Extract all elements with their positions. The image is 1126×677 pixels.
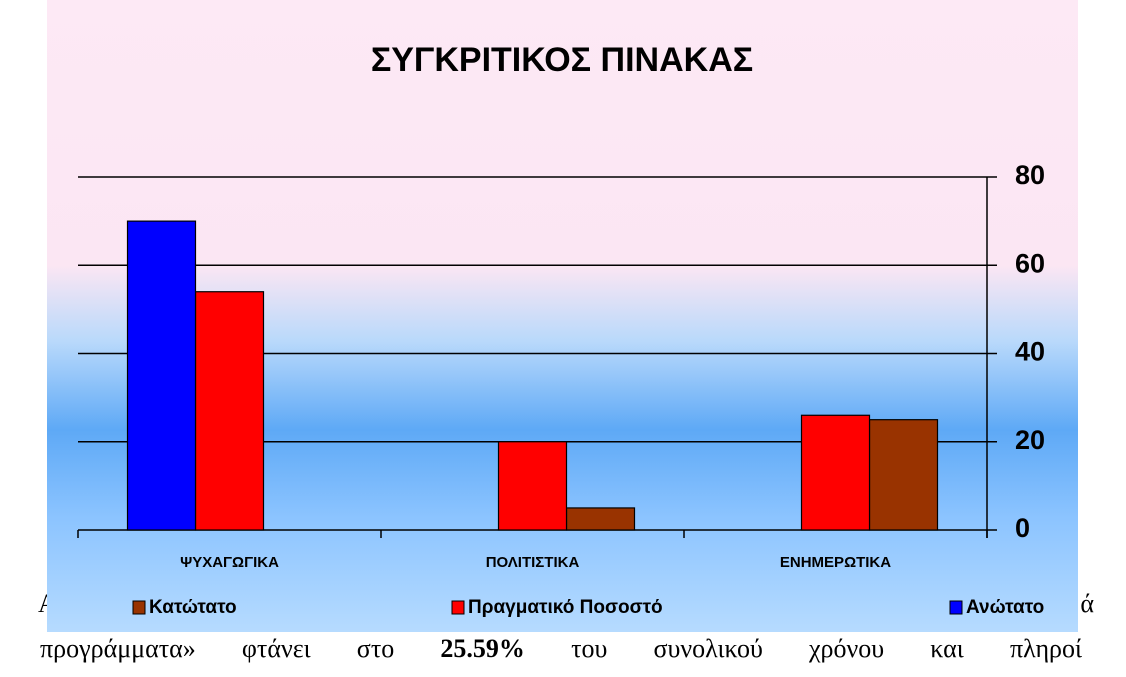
doc-text: του συνολικού χρόνου και πληροί [524, 634, 1083, 663]
y-tick-label: 20 [1015, 425, 1045, 455]
legend-label: Πραγματικό Ποσοστό [468, 597, 663, 618]
bar [565, 507, 636, 531]
bar [126, 220, 197, 531]
doc-text: 25.59% [440, 634, 525, 663]
y-tick-label: 60 [1015, 248, 1045, 278]
doc-text: ά [1080, 589, 1094, 618]
x-tick-label: ΕΝΗΜΕΡΩΤΙΚΑ [780, 554, 891, 571]
chart-title: ΣΥΓΚΡΙΤΙΚΟΣ ΠΙΝΑΚΑΣ [371, 41, 753, 79]
legend-key [451, 600, 465, 615]
bar [194, 291, 265, 531]
bar [497, 441, 568, 531]
legend-label: Ανώτατο [966, 597, 1044, 618]
legend-key [949, 600, 963, 615]
y-tick-label: 80 [1015, 160, 1045, 190]
legend-label: Κατώτατο [149, 597, 237, 618]
y-tick-label: 40 [1015, 337, 1045, 367]
doc-line: προγράμματα» φτάνει στο 25.59% του συνολ… [40, 634, 1082, 664]
bar [868, 419, 939, 531]
y-tick-label: 0 [1015, 513, 1030, 543]
x-tick-label: ΠΟΛΙΤΙΣΤΙΚΑ [486, 554, 580, 571]
bar [800, 414, 871, 531]
legend-key [132, 600, 146, 615]
x-tick-label: ΨΥΧΑΓΩΓΙΚΑ [180, 554, 279, 571]
doc-text: προγράμματα» φτάνει στο [40, 634, 441, 663]
